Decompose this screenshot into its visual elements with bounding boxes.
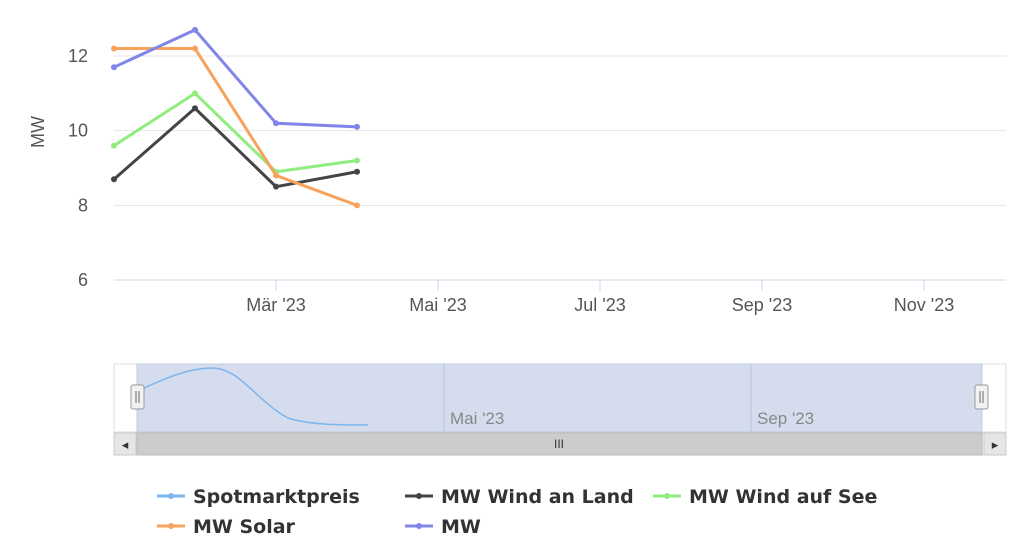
data-point[interactable] xyxy=(192,90,198,97)
series-mw-wind-auf-see[interactable] xyxy=(111,90,360,175)
x-tick-label: Mai '23 xyxy=(409,295,466,315)
x-tick-label: Jul '23 xyxy=(574,295,625,315)
y-tick-label: 10 xyxy=(68,121,88,141)
series-mw-wind-an-land[interactable] xyxy=(111,105,360,190)
legend-label[interactable]: MW Wind auf See xyxy=(689,486,877,508)
navigator-handle-left[interactable] xyxy=(130,384,145,410)
series-plot[interactable] xyxy=(111,26,360,209)
series-line[interactable] xyxy=(113,28,358,129)
series-line[interactable] xyxy=(113,91,358,174)
gridlines xyxy=(114,55,1006,281)
data-point[interactable] xyxy=(354,123,360,130)
scrollbar-thumb[interactable] xyxy=(136,432,983,456)
legend-item[interactable]: MW Solar xyxy=(157,516,296,538)
navigator-label: Sep '23 xyxy=(757,409,814,428)
x-tick-label: Nov '23 xyxy=(894,295,954,315)
legend-marker xyxy=(168,523,174,529)
legend-item[interactable]: Spotmarktpreis xyxy=(157,486,360,508)
navigator-handle-right[interactable] xyxy=(974,384,989,410)
y-axis-ticks: 6 8 10 12 xyxy=(68,46,88,290)
series-mw[interactable] xyxy=(111,26,360,130)
legend[interactable]: Spotmarktpreis MW Wind an Land MW Wind auf… xyxy=(157,486,877,538)
legend-marker xyxy=(168,493,174,499)
navigator[interactable]: Mai '23 Sep '23 xyxy=(113,363,1007,433)
scrollbar[interactable]: III ◂ ▸ xyxy=(113,432,1007,456)
legend-label[interactable]: MW xyxy=(441,516,481,538)
navigator-grid: Mai '23 Sep '23 xyxy=(443,364,814,432)
x-axis-ticks: Mär '23 Mai '23 Jul '23 Sep '23 Nov '23 xyxy=(246,280,954,315)
data-point[interactable] xyxy=(111,64,117,71)
data-point[interactable] xyxy=(354,157,360,164)
y-tick-label: 8 xyxy=(78,195,88,215)
legend-item[interactable]: MW xyxy=(405,516,481,538)
series-line[interactable] xyxy=(114,47,358,207)
y-tick-label: 6 xyxy=(78,270,88,290)
legend-item[interactable]: MW Wind an Land xyxy=(405,486,634,508)
data-point[interactable] xyxy=(354,168,360,175)
scroll-right-button[interactable] xyxy=(983,432,1007,456)
data-point[interactable] xyxy=(273,172,279,179)
navigator-series-line xyxy=(139,367,369,426)
series-mw-solar[interactable] xyxy=(111,45,360,209)
legend-label[interactable]: Spotmarktpreis xyxy=(193,486,360,508)
y-tick-label: 12 xyxy=(68,46,88,66)
data-point[interactable] xyxy=(111,176,117,183)
navigator-label: Mai '23 xyxy=(450,409,504,428)
legend-label[interactable]: MW Wind an Land xyxy=(441,486,634,508)
x-tick-label: Mär '23 xyxy=(246,295,305,315)
data-point[interactable] xyxy=(273,183,279,190)
scroll-left-button[interactable] xyxy=(113,432,137,456)
legend-label[interactable]: MW Solar xyxy=(193,516,296,538)
legend-marker xyxy=(416,493,422,499)
data-point[interactable] xyxy=(273,120,279,127)
series-line[interactable] xyxy=(113,106,358,189)
data-point[interactable] xyxy=(192,26,198,33)
legend-marker xyxy=(664,493,670,499)
x-tick-label: Sep '23 xyxy=(732,295,793,315)
scroll-right-arrow-icon: ▸ xyxy=(992,437,999,452)
legend-item[interactable]: MW Wind auf See xyxy=(653,486,877,508)
data-point[interactable] xyxy=(354,202,360,209)
data-point[interactable] xyxy=(192,105,198,112)
scrollbar-grip: III xyxy=(554,437,564,451)
data-point[interactable] xyxy=(192,45,198,52)
scroll-left-arrow-icon: ◂ xyxy=(122,437,129,452)
legend-marker xyxy=(416,523,422,529)
data-point[interactable] xyxy=(111,45,117,52)
navigator-selected-range[interactable] xyxy=(136,363,983,433)
y-axis-title: MW xyxy=(28,116,48,148)
data-point[interactable] xyxy=(111,142,117,149)
